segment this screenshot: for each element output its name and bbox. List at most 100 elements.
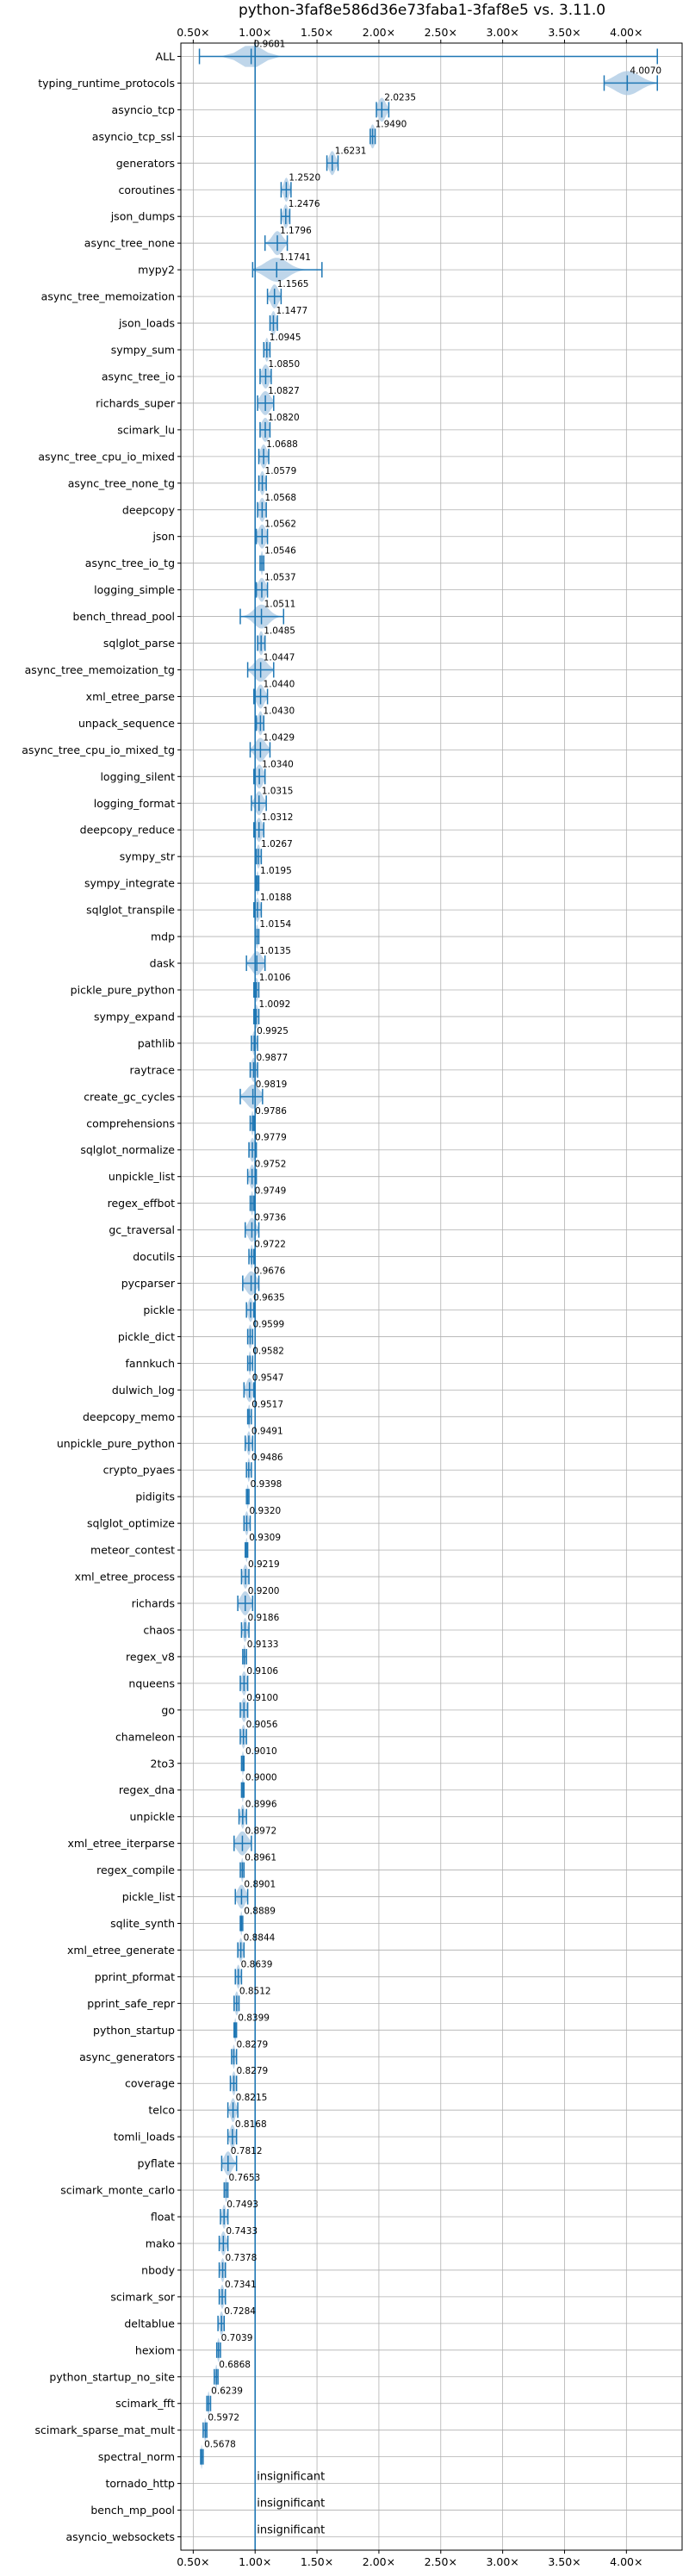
median-value-label: 0.7493 — [227, 2200, 258, 2210]
median-value-label: 1.0106 — [259, 973, 291, 983]
plot-frame — [180, 42, 683, 2551]
benchmark-name: fannkuch — [126, 1357, 175, 1370]
benchmark-name: gc_traversal — [109, 1223, 175, 1236]
median-value-label: 1.0267 — [261, 839, 293, 849]
benchmark-name: logging_simple — [94, 583, 175, 596]
median-value-label: 0.9786 — [255, 1106, 287, 1117]
benchmark-name: pidigits — [135, 1490, 175, 1503]
median-value-label: 0.9491 — [251, 1426, 283, 1436]
median-value-label: 1.0092 — [259, 999, 291, 1010]
benchmark-name: asyncio_tcp_ssl — [92, 130, 175, 143]
x-tick-label-top: 2.50× — [425, 26, 457, 39]
insignificant-label: insignificant — [257, 2498, 325, 2511]
grid-lines — [181, 43, 682, 2550]
median-value-label: 0.7812 — [231, 2146, 263, 2156]
x-tick-label-bottom: 2.00× — [363, 2555, 395, 2568]
benchmark-name: regex_effbot — [108, 1197, 175, 1210]
benchmark-name: deepcopy — [122, 503, 176, 516]
benchmark-name: async_tree_memoization — [41, 290, 175, 303]
median-value-label: 1.0440 — [264, 679, 295, 689]
benchmark-name: unpickle_pure_python — [57, 1437, 175, 1450]
benchmark-name: chameleon — [115, 1730, 175, 1743]
benchmark-name: 2to3 — [151, 1757, 175, 1770]
median-value-label: 1.0447 — [264, 653, 295, 663]
benchmark-name: pathlib — [138, 1036, 175, 1049]
benchmark-name: sympy_sum — [111, 344, 175, 357]
benchmark-name: go — [161, 1703, 175, 1716]
median-value-label: 0.8512 — [239, 1986, 271, 1996]
benchmark-name: scimark_sparse_mat_mult — [35, 2424, 176, 2436]
median-value-label: 0.9681 — [254, 39, 286, 49]
median-value-label: 0.9100 — [246, 1693, 278, 1703]
median-value-label: 1.9490 — [376, 119, 407, 129]
median-value-label: 1.0546 — [264, 546, 296, 557]
benchmark-name: raytrace — [130, 1063, 176, 1076]
median-value-label: 0.7039 — [221, 2333, 253, 2343]
median-value-label: 1.0568 — [264, 493, 296, 503]
benchmark-name: telco — [148, 2104, 175, 2117]
benchmark-name: unpickle — [129, 1810, 175, 1823]
median-value-label: 1.0579 — [265, 466, 297, 476]
x-tick-label-bottom: 3.00× — [486, 2555, 518, 2568]
benchmark-name: scimark_fft — [115, 2397, 175, 2410]
median-value-label: 0.8889 — [244, 1907, 276, 1917]
benchmark-name: async_tree_cpu_io_mixed_tg — [22, 744, 175, 756]
benchmark-name: nbody — [141, 2263, 175, 2276]
median-value-label: 1.0312 — [262, 812, 294, 823]
median-value-label: 0.9779 — [255, 1133, 287, 1143]
median-value-label: 0.5678 — [204, 2440, 236, 2450]
x-tick-label-bottom: 1.50× — [301, 2555, 333, 2568]
x-tick-label-top: 3.00× — [486, 26, 518, 39]
benchmark-name: mypy2 — [138, 264, 175, 277]
median-value-label: 1.0188 — [260, 893, 292, 903]
median-value-label: 1.1741 — [279, 252, 311, 263]
benchmark-name: json_dumps — [110, 210, 175, 223]
benchmark-name: pprint_safe_repr — [87, 1997, 176, 2010]
benchmark-name: generators — [116, 157, 175, 170]
benchmark-name: mdp — [151, 930, 175, 943]
benchmark-name: async_tree_none — [84, 237, 176, 250]
median-value-label: 0.8996 — [245, 1800, 277, 1810]
median-value-label: 0.9133 — [247, 1640, 279, 1650]
benchmark-name: nqueens — [128, 1677, 175, 1689]
insignificant-label: insignificant — [257, 2471, 325, 2484]
x-tick-label-bottom: 2.50× — [425, 2555, 457, 2568]
benchmark-name: sqlglot_normalize — [80, 1143, 175, 1156]
benchmark-name: coroutines — [119, 184, 175, 196]
benchmark-name: python_startup_no_site — [49, 2370, 175, 2383]
benchmark-name: sqlglot_transpile — [86, 904, 175, 917]
median-value-label: 0.9736 — [254, 1213, 286, 1223]
benchmark-name: bench_thread_pool — [72, 610, 175, 623]
violins — [199, 46, 658, 2469]
median-value-label: 0.9752 — [255, 1160, 287, 1170]
benchmark-name: async_tree_io_tg — [85, 557, 175, 569]
median-value-label: 0.9547 — [252, 1372, 284, 1383]
x-tick-label-top: 3.50× — [548, 26, 580, 39]
median-value-label: 0.5972 — [208, 2413, 239, 2424]
benchmark-name: tornado_http — [105, 2477, 175, 2490]
median-value-label: 1.1477 — [276, 306, 307, 316]
benchmark-name: json_loads — [118, 317, 175, 330]
median-value-label: 0.8639 — [241, 1959, 273, 1969]
median-value-label: 0.9635 — [253, 1292, 285, 1303]
median-value-label: 0.8972 — [245, 1826, 276, 1837]
x-tick-label-bottom: 3.50× — [548, 2555, 580, 2568]
median-value-label: 4.0070 — [630, 65, 661, 76]
median-value-label: 0.8215 — [236, 2093, 268, 2103]
median-value-label: 1.0688 — [266, 439, 298, 450]
benchmark-name: sqlglot_parse — [103, 637, 175, 650]
median-value-label: 0.7653 — [228, 2173, 260, 2183]
benchmark-name: regex_dna — [119, 1783, 175, 1796]
median-value-label: 1.2520 — [289, 172, 320, 183]
median-value-label: 0.9398 — [251, 1479, 282, 1490]
median-value-label: 0.9010 — [245, 1746, 277, 1757]
x-tick-label-top: 0.50× — [177, 26, 209, 39]
benchmark-name: pickle_list — [122, 1890, 175, 1903]
median-value-label: 0.9200 — [248, 1586, 280, 1596]
benchmark-name: create_gc_cycles — [84, 1090, 175, 1103]
benchmark-name: ALL — [156, 50, 176, 63]
median-value-label: 0.9517 — [251, 1399, 283, 1409]
median-value-label: 0.9486 — [251, 1453, 283, 1463]
median-value-label: 1.0340 — [262, 759, 294, 769]
